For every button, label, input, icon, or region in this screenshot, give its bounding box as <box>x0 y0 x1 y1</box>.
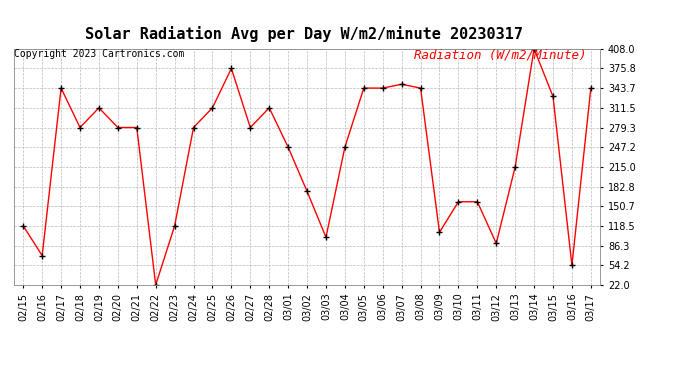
Text: Radiation (W/m2/Minute): Radiation (W/m2/Minute) <box>414 49 586 62</box>
Text: Copyright 2023 Cartronics.com: Copyright 2023 Cartronics.com <box>14 49 184 59</box>
Text: Solar Radiation Avg per Day W/m2/minute 20230317: Solar Radiation Avg per Day W/m2/minute … <box>85 26 522 42</box>
